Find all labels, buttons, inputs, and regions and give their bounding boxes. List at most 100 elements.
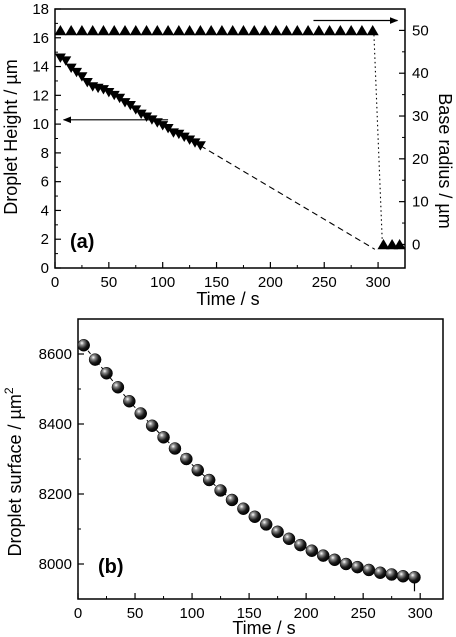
chart-b-surface-point bbox=[180, 452, 193, 466]
chart-a-height-point bbox=[76, 72, 88, 82]
chart-a-base-radius-point bbox=[65, 25, 78, 36]
chart-a-x-tick-label: 300 bbox=[366, 274, 391, 291]
chart-a-y-tick-label: 4 bbox=[41, 202, 49, 219]
chart-b-surface-point bbox=[305, 544, 319, 557]
chart-a-y-tick-label: 12 bbox=[32, 87, 49, 104]
chart-a-y2-tick-label: 40 bbox=[412, 65, 429, 82]
chart-b-surface-point bbox=[168, 442, 182, 455]
chart-a-height-point bbox=[81, 77, 93, 88]
chart-a-base-radius-point bbox=[108, 25, 121, 36]
chart-a-y-tick-label: 6 bbox=[41, 174, 49, 191]
chart-a-base-radius-point bbox=[75, 25, 88, 36]
chart-a-base-radius-point bbox=[183, 25, 196, 36]
chart-a-base-radius-point bbox=[140, 25, 153, 36]
chart-b-surface-point bbox=[271, 525, 284, 539]
chart-b-y-axis-label-sup: 2 bbox=[2, 387, 16, 394]
chart-a-y-tick-label: 0 bbox=[41, 260, 49, 277]
chart-b-surface-point bbox=[396, 570, 410, 583]
chart-a-base-radius-point bbox=[345, 25, 358, 36]
chart-a-height-point bbox=[146, 115, 158, 125]
chart-a-height-point bbox=[71, 67, 83, 78]
chart-b-x-axis-label: Time / s bbox=[232, 618, 295, 637]
chart-a-base-radius-point bbox=[393, 239, 406, 250]
chart-b-fit-line bbox=[83, 344, 415, 578]
chart-a-base-radius-point bbox=[291, 25, 304, 36]
chart-b-surface-point bbox=[157, 431, 170, 444]
chart-a-height-point bbox=[194, 141, 206, 151]
chart-a-y2-tick-label: 30 bbox=[412, 108, 429, 125]
chart-b-surface-point bbox=[408, 571, 421, 584]
chart-a-base-radius-point bbox=[226, 25, 239, 36]
chart-a-height-point bbox=[178, 132, 190, 143]
chart-a-x-tick-label: 50 bbox=[101, 274, 118, 291]
chart-a-base-radius-point bbox=[129, 25, 142, 36]
chart-a-base-radius-point bbox=[54, 25, 67, 36]
chart-a-x-tick-label: 150 bbox=[204, 274, 229, 291]
chart-b-y-axis-label: Droplet surface / µm bbox=[5, 394, 25, 556]
chart-a-height-point bbox=[97, 85, 109, 95]
chart-a-base-radius-point bbox=[334, 25, 347, 36]
chart-a-y-tick-label: 16 bbox=[32, 30, 49, 47]
chart-b-surface-point bbox=[362, 563, 376, 577]
chart-a-base-radius-point bbox=[237, 25, 250, 36]
chart-a-base-radius-point bbox=[248, 25, 261, 36]
chart-a-height-point bbox=[157, 121, 169, 131]
chart-a-base-radius-point bbox=[205, 25, 218, 36]
chart-a-base-radius-point bbox=[386, 239, 399, 250]
chart-a-base-radius-point bbox=[172, 25, 185, 36]
chart-b-surface-point bbox=[351, 560, 364, 574]
chart-a-base-radius-point bbox=[259, 25, 271, 36]
chart-a-height-point bbox=[119, 98, 131, 108]
chart-b-surface-point bbox=[282, 532, 296, 546]
chart-b-x-tick-label: 150 bbox=[237, 605, 262, 622]
chart-b-surface-point bbox=[385, 568, 398, 581]
chart-b-surface-point bbox=[88, 353, 102, 366]
chart-a-base-radius-point bbox=[377, 239, 390, 250]
chart-a-y2-tick-label: 50 bbox=[412, 22, 429, 39]
chart-b-surface-point bbox=[100, 367, 113, 380]
chart-a-height-point bbox=[65, 63, 77, 73]
chart-b-surface-point bbox=[316, 549, 330, 562]
chart-b-y-axis-label-group: Droplet surface / µm2 bbox=[2, 387, 25, 556]
chart-b-plot: 0 50 100 150 200 250 300 8000 8200 8400 8600 bbox=[39, 318, 444, 622]
chart-a-height-point bbox=[151, 118, 163, 128]
chart-b-x-tick-label: 100 bbox=[180, 605, 205, 622]
chart-a-base-radius-point bbox=[162, 25, 175, 36]
chart-b-x-tick-label: 0 bbox=[74, 605, 82, 622]
chart-a-height-point bbox=[173, 129, 185, 140]
chart-b-surface-point bbox=[214, 484, 227, 497]
chart-b-y-tick-label: 8000 bbox=[39, 556, 72, 573]
chart-b-surface-point bbox=[339, 557, 353, 571]
chart-a-height-point bbox=[108, 90, 120, 101]
chart-a-plot: 0 50 100 150 200 250 300 0 2 4 6 8 10 12 14 16 18 0 10 20 30… bbox=[32, 1, 428, 291]
chart-b-y-tick-label: 8600 bbox=[39, 346, 72, 363]
chart-a-height-point bbox=[124, 101, 136, 111]
chart-a-base-radius-point bbox=[86, 25, 99, 36]
chart-a-x-tick-label: 250 bbox=[312, 274, 337, 291]
chart-a-x-axis-label: Time / s bbox=[196, 289, 259, 309]
chart-a-base-radius-point bbox=[355, 25, 368, 36]
chart-b: 0 50 100 150 200 250 300 8000 8200 8400 8600 (b) T… bbox=[2, 318, 444, 637]
svg-text:Droplet surface / µm2: Droplet surface / µm2 bbox=[2, 387, 25, 556]
chart-b-x-tick-label: 250 bbox=[351, 605, 376, 622]
chart-a-y-tick-label: 14 bbox=[32, 59, 49, 76]
chart-b-surface-point bbox=[111, 381, 125, 394]
chart-a-base-radius-point bbox=[151, 25, 164, 36]
chart-a-y2-tick-label: 0 bbox=[412, 236, 420, 253]
chart-b-surface-point bbox=[134, 407, 147, 420]
chart-a-x-tick-label: 100 bbox=[150, 274, 175, 291]
chart-a-base-radius-point bbox=[97, 25, 110, 36]
chart-a-y2-tick-label: 10 bbox=[412, 194, 429, 211]
chart-a-x-tick-label: 200 bbox=[258, 274, 283, 291]
chart-b-panel-label: (b) bbox=[98, 556, 124, 578]
chart-b-surface-point bbox=[374, 566, 387, 579]
chart-a-height-point bbox=[135, 109, 147, 119]
chart-b-frame bbox=[77, 318, 444, 600]
chart-b-surface-point bbox=[328, 553, 341, 567]
chart-a-height-point bbox=[54, 53, 66, 63]
chart-a-x-tick-label: 0 bbox=[51, 274, 59, 291]
chart-b-surface-point bbox=[259, 518, 273, 531]
chart-b-y-tick-label: 8200 bbox=[39, 486, 72, 503]
chart-a-height-point bbox=[103, 88, 115, 98]
chart-a-extrapolation-line bbox=[200, 145, 376, 250]
